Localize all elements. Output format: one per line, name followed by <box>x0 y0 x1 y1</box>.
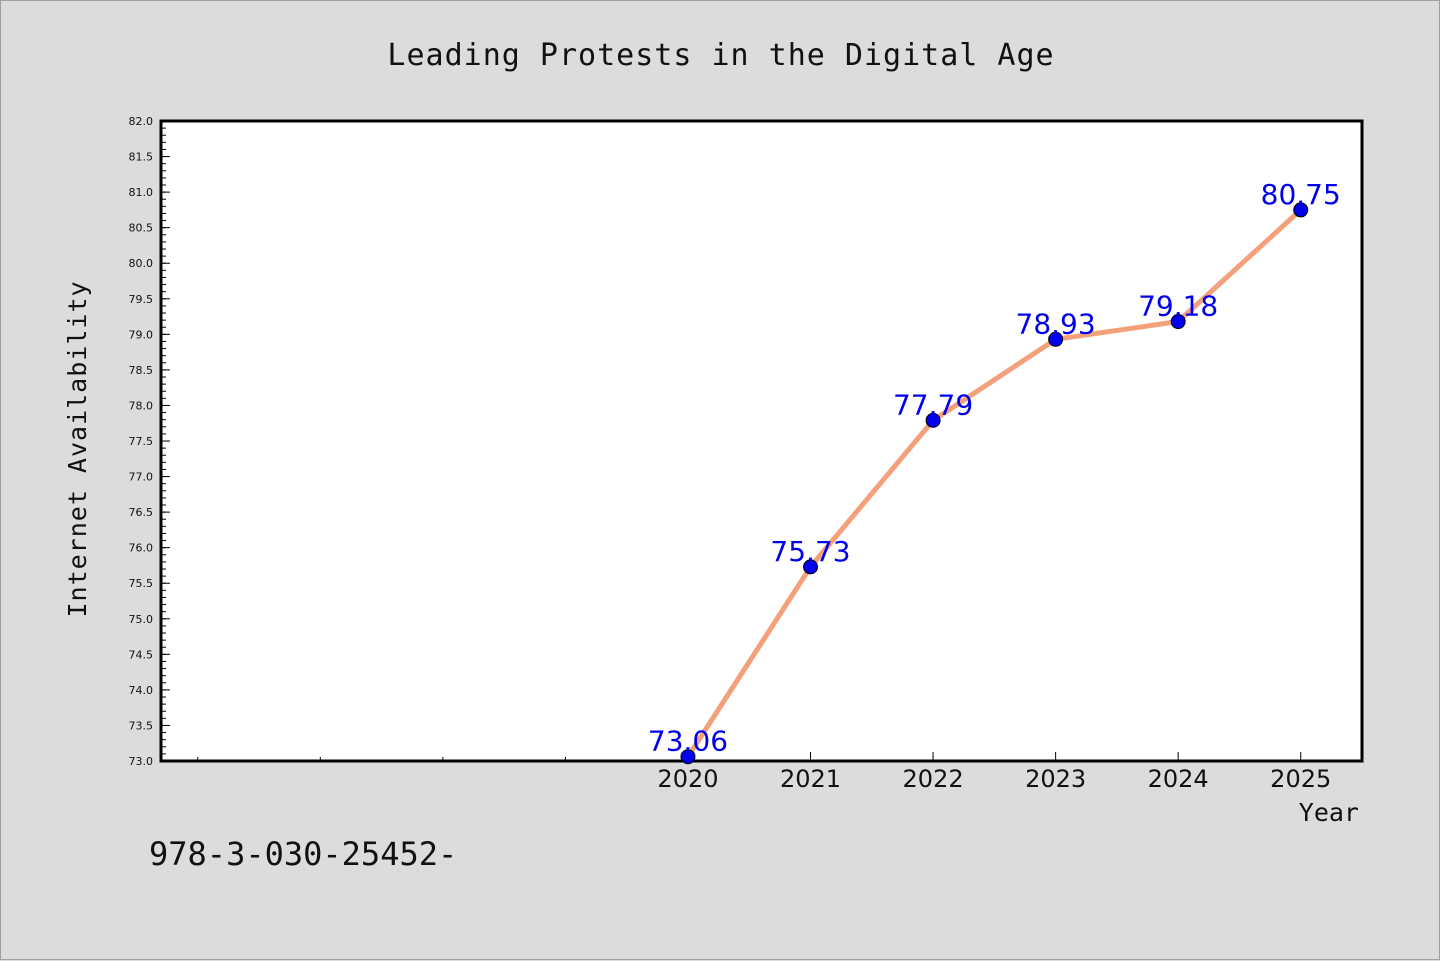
plot-area <box>159 119 1364 763</box>
y-axis: 73.0 73.5 74.0 74.5 75.0 75.5 76.0 76.5 77.0 77.5… <box>129 115 170 768</box>
y-tick-label: 82.0 <box>129 115 154 128</box>
data-point <box>1048 331 1064 347</box>
x-axis-label: Year <box>1299 798 1359 827</box>
y-tick-label: 81.0 <box>129 186 154 199</box>
series-line <box>685 207 1304 760</box>
y-tick-label: 77.5 <box>129 435 154 448</box>
y-tick-label: 76.5 <box>129 506 154 519</box>
y-tick-label: 73.0 <box>129 755 154 768</box>
y-tick-label: 79.0 <box>129 328 154 341</box>
data-label: 75.73 <box>770 535 850 568</box>
data-point <box>803 559 819 575</box>
data-point <box>680 749 696 765</box>
x-axis: 2020 2021 2022 2023 2024 2025 <box>197 752 1331 793</box>
x-tick-label: 2021 <box>780 765 841 793</box>
x-tick-label: 2023 <box>1025 765 1086 793</box>
x-tick-label: 2024 <box>1148 765 1209 793</box>
data-point <box>1170 314 1186 330</box>
y-tick-label: 78.5 <box>129 364 154 377</box>
data-label: 73.06 <box>648 725 728 758</box>
data-label: 78.93 <box>1016 307 1096 340</box>
footer-text: 978-3-030-25452- <box>149 835 457 873</box>
y-tick-label: 79.5 <box>129 293 154 306</box>
y-tick-label: 74.0 <box>129 684 154 697</box>
x-tick-label: 2025 <box>1270 765 1331 793</box>
data-label: 77.79 <box>893 388 973 421</box>
y-tick-label: 80.0 <box>129 257 154 270</box>
y-axis-label: Internet Availability <box>63 280 92 617</box>
y-tick-label: 74.5 <box>129 648 154 661</box>
x-tick-label: 2022 <box>903 765 964 793</box>
chart-title: Leading Protests in the Digital Age <box>387 38 1054 73</box>
y-tick-label: 76.0 <box>129 542 154 555</box>
y-tick-label: 80.5 <box>129 222 154 235</box>
data-label: 79.18 <box>1138 290 1218 323</box>
y-tick-label: 73.5 <box>129 719 154 732</box>
y-tick-label: 75.0 <box>129 613 154 626</box>
y-tick-label: 78.0 <box>129 399 154 412</box>
series-layer: 73.06 75.73 77.79 78.93 79.18 80.75 <box>648 178 1341 765</box>
data-label: 80.75 <box>1261 178 1341 211</box>
x-tick-label: 2020 <box>657 765 718 793</box>
data-point <box>925 412 941 428</box>
y-tick-label: 77.0 <box>129 471 154 484</box>
data-point <box>1293 202 1309 218</box>
y-tick-label: 75.5 <box>129 577 154 590</box>
y-tick-label: 81.5 <box>129 151 154 164</box>
